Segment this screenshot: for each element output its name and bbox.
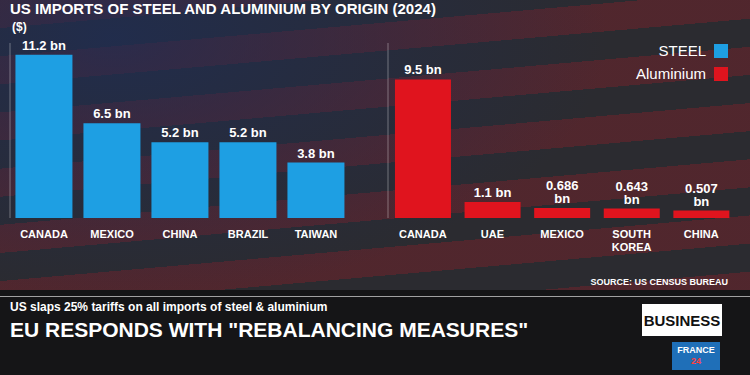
svg-text:TAIWAN: TAIWAN bbox=[295, 228, 338, 240]
svg-text:1.1 bn: 1.1 bn bbox=[474, 185, 512, 200]
svg-text:CANADA: CANADA bbox=[20, 228, 68, 240]
html-text:Aluminium: Aluminium bbox=[636, 65, 706, 82]
svg-text:3.8 bn: 3.8 bn bbox=[297, 146, 335, 161]
svg-text:UAE: UAE bbox=[481, 228, 504, 240]
svg-text:CHINA: CHINA bbox=[684, 228, 719, 240]
svg-text:SOUTHKOREA: SOUTHKOREA bbox=[612, 228, 652, 253]
html-text:US IMPORTS OF STEEL AND ALUMIN: US IMPORTS OF STEEL AND ALUMINIUM BY ORI… bbox=[10, 0, 436, 17]
svg-text:CANADA: CANADA bbox=[399, 228, 447, 240]
svg-text:BRAZIL: BRAZIL bbox=[228, 228, 269, 240]
html-text:US slaps 25% tariffs on all im: US slaps 25% tariffs on all imports of s… bbox=[10, 300, 328, 314]
svg-text:0.686bn: 0.686bn bbox=[546, 178, 579, 206]
html-text:24: 24 bbox=[691, 356, 701, 366]
html-text:STEEL: STEEL bbox=[658, 42, 706, 59]
svg-text:MEXICO: MEXICO bbox=[90, 228, 134, 240]
html-text:FRANCE: FRANCE bbox=[677, 345, 715, 355]
svg-text:9.5 bn: 9.5 bn bbox=[404, 62, 442, 77]
svg-text:5.2 bn: 5.2 bn bbox=[229, 125, 267, 140]
svg-text:6.5 bn: 6.5 bn bbox=[93, 106, 131, 121]
svg-text:CHINA: CHINA bbox=[163, 228, 198, 240]
svg-text:0.507bn: 0.507bn bbox=[685, 181, 718, 209]
svg-text:MEXICO: MEXICO bbox=[540, 228, 584, 240]
svg-text:0.643bn: 0.643bn bbox=[615, 179, 648, 207]
html-text:EU RESPONDS WITH "REBALANCING: EU RESPONDS WITH "REBALANCING MEASURES" bbox=[10, 318, 529, 341]
html-text:SOURCE: US CENSUS BUREAU: SOURCE: US CENSUS BUREAU bbox=[590, 277, 728, 287]
html-text:BUSINESS: BUSINESS bbox=[643, 311, 721, 329]
svg-text:5.2 bn: 5.2 bn bbox=[161, 125, 199, 140]
svg-text:11.2 bn: 11.2 bn bbox=[22, 38, 66, 53]
